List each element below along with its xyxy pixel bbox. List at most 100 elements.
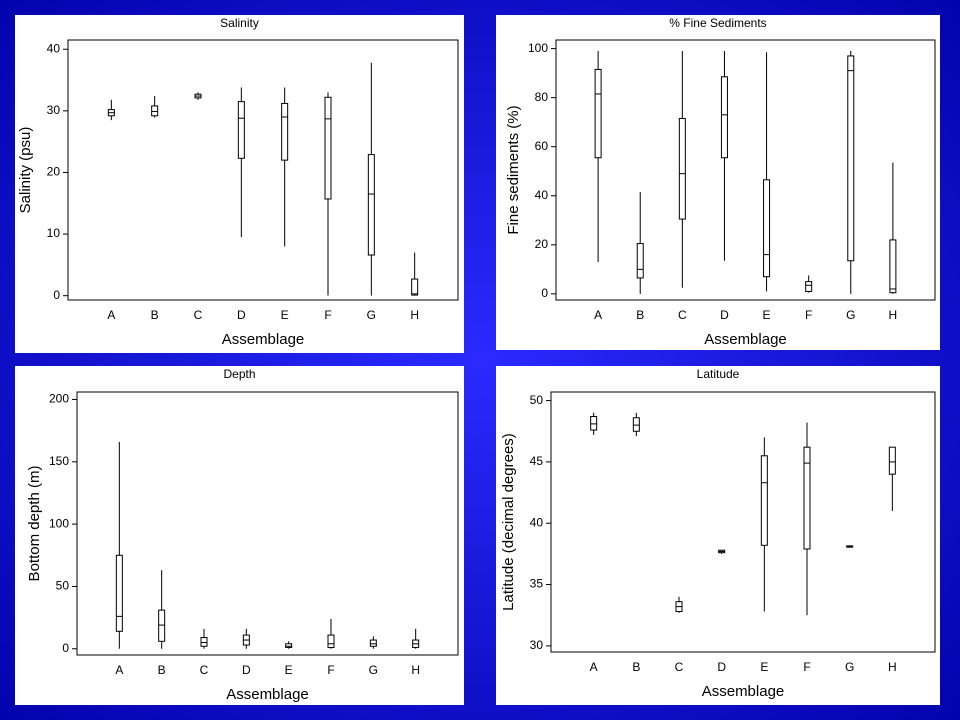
x-tick-label: D: [717, 660, 726, 674]
x-tick-label: C: [200, 663, 209, 677]
x-tick-label: G: [367, 308, 376, 322]
x-tick-label: B: [158, 663, 166, 677]
x-tick-label: G: [845, 660, 854, 674]
x-tick-label: F: [805, 308, 812, 322]
box: [151, 105, 159, 117]
box: [632, 417, 640, 432]
box: [805, 281, 813, 292]
x-tick-label: G: [846, 308, 855, 322]
box: [888, 446, 896, 475]
x-tick-label: C: [678, 308, 687, 322]
x-tick-label: A: [590, 660, 598, 674]
x-tick-label: D: [242, 663, 251, 677]
y-axis-label: Fine sediments (%): [505, 105, 522, 234]
x-tick-label: B: [632, 660, 640, 674]
box: [847, 55, 855, 262]
x-tick-label: E: [760, 660, 768, 674]
x-tick-label: G: [369, 663, 378, 677]
y-tick-label: 35: [530, 577, 544, 591]
plot-frame: [550, 391, 936, 653]
panel-background: [496, 366, 940, 705]
box: [367, 154, 375, 256]
y-tick-label: 30: [530, 638, 544, 652]
box: [285, 643, 293, 649]
y-tick-label: 100: [49, 516, 69, 530]
x-tick-label: A: [594, 308, 602, 322]
x-tick-label: F: [324, 308, 331, 322]
y-axis-label: Bottom depth (m): [26, 466, 43, 582]
y-tick-label: 40: [535, 188, 549, 202]
box: [636, 243, 644, 279]
y-axis-label: Latitude (decimal degrees): [500, 433, 517, 611]
box: [803, 446, 811, 550]
panel: % Fine Sediments 0 20 40 60 80 100 Assemblage Fi…: [496, 15, 940, 350]
y-tick-label: 10: [47, 226, 61, 240]
y-tick-label: 20: [535, 237, 549, 251]
x-tick-label: E: [281, 308, 289, 322]
box: [237, 101, 245, 159]
x-axis-label: Assemblage: [222, 331, 305, 348]
box: [411, 278, 419, 296]
x-tick-label: H: [888, 660, 897, 674]
y-axis-label: Salinity (psu): [17, 127, 34, 214]
box: [115, 554, 123, 632]
y-tick-label: 80: [535, 90, 549, 104]
y-tick-label: 40: [530, 515, 544, 529]
y-tick-label: 50: [56, 579, 70, 593]
y-tick-label: 200: [49, 392, 69, 406]
box: [369, 639, 377, 647]
box: [158, 609, 166, 642]
y-tick-label: 60: [535, 139, 549, 153]
box: [678, 117, 686, 220]
x-tick-label: A: [115, 663, 123, 677]
chart-title: Salinity: [220, 16, 259, 30]
x-tick-label: D: [720, 308, 729, 322]
x-tick-label: F: [803, 660, 810, 674]
x-tick-label: C: [675, 660, 684, 674]
box: [889, 239, 897, 294]
y-tick-label: 40: [47, 41, 61, 55]
y-tick-label: 0: [53, 288, 60, 302]
x-tick-label: H: [410, 308, 419, 322]
x-tick-label: C: [194, 308, 203, 322]
plot-frame: [67, 39, 459, 301]
box: [200, 637, 208, 647]
x-tick-label: E: [763, 308, 771, 322]
box: [281, 102, 289, 161]
panel: Latitude 30 35 40 45 50 Assemblage Latitude (de…: [496, 366, 940, 705]
x-axis-label: Assemblage: [226, 686, 309, 703]
chart-title: Latitude: [697, 367, 740, 381]
x-tick-label: H: [889, 308, 898, 322]
panel: Salinity 0 10 20 30 40 Assemblage Salinity (psu…: [15, 15, 464, 353]
y-tick-label: 0: [62, 641, 69, 655]
y-tick-label: 30: [47, 103, 61, 117]
plot-frame: [555, 39, 936, 301]
x-axis-label: Assemblage: [702, 683, 785, 700]
y-tick-label: 0: [541, 286, 548, 300]
y-tick-label: 150: [49, 454, 69, 468]
panel-background: [15, 366, 464, 705]
chart-title: Depth: [223, 367, 255, 381]
box: [590, 416, 598, 431]
box: [763, 179, 771, 278]
y-tick-label: 100: [528, 41, 548, 55]
plot-frame: [76, 391, 459, 656]
x-tick-label: B: [636, 308, 644, 322]
y-tick-label: 45: [530, 454, 544, 468]
y-tick-label: 50: [530, 393, 544, 407]
chart-title: % Fine Sediments: [669, 16, 766, 30]
box: [760, 455, 768, 546]
y-tick-label: 20: [47, 165, 61, 179]
x-tick-label: B: [151, 308, 159, 322]
panel: Depth 0 50 100 150 200 Assemblage Bottom depth …: [15, 366, 464, 705]
box: [327, 634, 335, 649]
x-axis-label: Assemblage: [704, 331, 787, 348]
box: [594, 68, 602, 159]
panel-background: [496, 15, 940, 350]
x-tick-label: E: [285, 663, 293, 677]
x-tick-label: D: [237, 308, 246, 322]
x-tick-label: A: [107, 308, 115, 322]
x-tick-label: H: [411, 663, 420, 677]
